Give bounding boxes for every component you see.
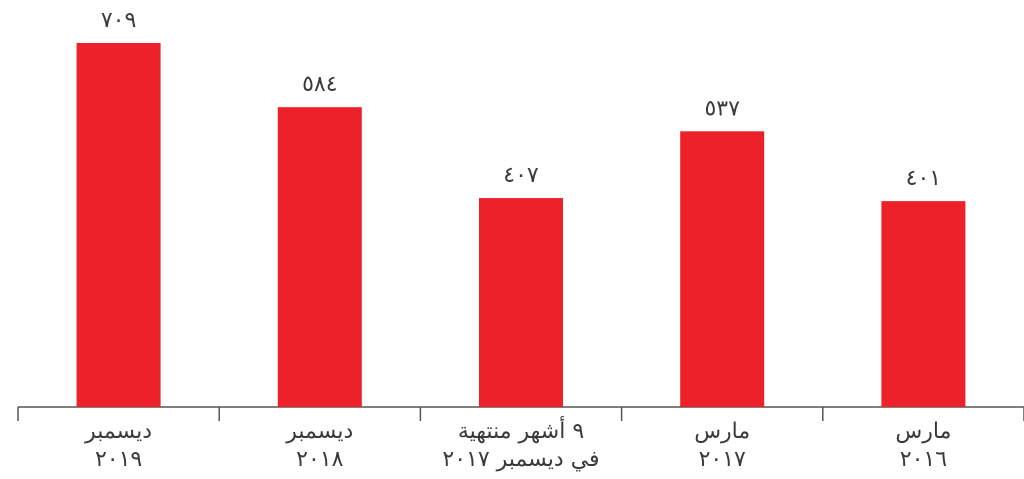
- data-label: ٥٨٤: [302, 72, 337, 97]
- bar: [680, 131, 765, 407]
- bar: [76, 43, 161, 407]
- x-tick-label: مارس: [694, 419, 750, 444]
- bar: [277, 107, 362, 407]
- data-label: ٥٣٧: [704, 96, 740, 121]
- x-tick-label: ٩ أشهر منتهية: [458, 416, 584, 444]
- x-tick-label: مارس: [895, 419, 951, 444]
- x-tick-label: ٢٠١٦: [900, 447, 947, 472]
- x-tick-label: في ديسمبر ٢٠١٧: [442, 447, 599, 472]
- x-tick-label: ديسمبر: [84, 419, 152, 444]
- x-tick-label: ٢٠١٩: [95, 447, 142, 472]
- bar: [479, 198, 563, 407]
- x-tick-label: ٢٠١٧: [699, 447, 746, 472]
- data-label: ٧٠٩: [101, 8, 136, 33]
- x-tick-label: ديسمبر: [285, 419, 353, 444]
- bar: [881, 201, 966, 407]
- data-label: ٤٠٧: [503, 163, 539, 188]
- data-label: ٤٠١: [906, 166, 941, 191]
- x-tick-label: ٢٠١٨: [296, 447, 343, 472]
